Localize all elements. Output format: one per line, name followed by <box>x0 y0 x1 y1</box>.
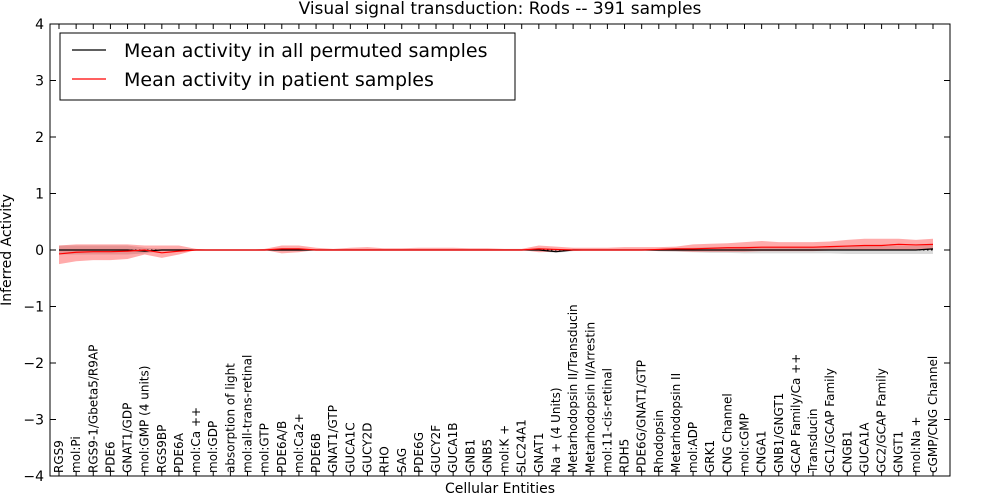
x-category-label: GUCA1A <box>857 422 871 473</box>
y-tick-label: 0 <box>35 243 44 259</box>
x-category-label: PDE6A/B <box>275 421 289 473</box>
y-tick-label: −1 <box>23 300 44 316</box>
x-category-label: GUCA1B <box>446 422 460 473</box>
x-category-label: mol:K + <box>498 425 512 473</box>
x-category-label: mol:GMP (4 units) <box>138 366 152 473</box>
x-category-label: GRK1 <box>703 440 717 473</box>
x-category-label: CNGB1 <box>840 430 854 473</box>
x-category-label: GNB1 <box>463 439 477 473</box>
patient-series-line <box>58 243 934 255</box>
legend: Mean activity in all permuted samples Me… <box>59 32 516 101</box>
y-tick-label: 3 <box>35 74 44 90</box>
x-category-label: Transducin <box>806 409 820 474</box>
x-category-label: GC1/GCAP Family <box>823 368 837 473</box>
x-category-label: PDE6 <box>103 441 117 473</box>
x-category-label: Na + (4 Units) <box>549 387 563 473</box>
x-category-label: GUCY2F <box>429 425 443 473</box>
y-axis-title: Inferred Activity <box>0 194 15 306</box>
x-category-label: GC2/GCAP Family <box>875 368 889 473</box>
y-tick-label: 2 <box>35 130 44 146</box>
x-category-label: Metarhodopsin II/Arrestin <box>583 322 597 473</box>
x-category-label: PDE6A <box>172 432 186 473</box>
x-category-label: Metarhodopsin II/Transducin <box>566 304 580 473</box>
chart-title: Visual signal transduction: Rods -- 391 … <box>299 0 702 19</box>
y-tick-label: 1 <box>35 187 44 203</box>
x-category-label: mol:GDP <box>206 421 220 473</box>
x-category-label: GCAP Family/Ca ++ <box>789 354 803 473</box>
x-category-label: GUCY2D <box>360 423 374 473</box>
x-category-label: mol:GTP <box>258 423 272 473</box>
x-category-label: mol:all-trans-retinal <box>241 355 255 473</box>
x-axis-title: Cellular Entities <box>445 481 555 497</box>
x-category-label: CNGA1 <box>755 431 769 474</box>
x-category-label: mol:cGMP <box>737 413 751 473</box>
x-category-label: RHO <box>378 446 392 473</box>
x-category-label: GNGT1 <box>892 431 906 473</box>
patient-band <box>59 238 933 265</box>
x-category-label: RGS9BP <box>155 425 169 473</box>
x-category-label: RDH5 <box>618 439 632 473</box>
x-category-label: SAG <box>395 448 409 473</box>
permuted-band <box>59 244 933 255</box>
x-category-label: mol:Pi <box>69 436 83 473</box>
x-category-label: mol:Na + <box>909 416 923 473</box>
y-tick-label: −3 <box>23 413 44 429</box>
x-category-label: GNB5 <box>480 439 494 473</box>
x-category-label: GNB1/GNGT1 <box>772 393 786 473</box>
x-category-label: PDE6G/GNAT1/GTP <box>635 360 649 473</box>
x-category-label: Rhodopsin <box>652 410 666 473</box>
x-category-label: CNG Channel <box>720 393 734 473</box>
x-category-label: GNAT1 <box>532 432 546 473</box>
x-category-label: mol:Ca ++ <box>189 407 203 473</box>
x-category-label: SLC24A1 <box>515 419 529 473</box>
x-category-label: mol:11-cis-retinal <box>600 368 614 473</box>
legend-label-patient: Mean activity in patient samples <box>124 69 434 91</box>
legend-box <box>59 32 516 101</box>
y-tick-label: −4 <box>23 469 44 485</box>
x-category-label: GUCA1C <box>343 422 357 473</box>
legend-label-permuted: Mean activity in all permuted samples <box>124 40 487 62</box>
x-category-label: mol:ADP <box>686 422 700 473</box>
x-category-label: absorption of light <box>223 363 237 473</box>
x-category-label: Metarhodopsin II <box>669 373 683 473</box>
x-category-label: GNAT1/GTP <box>326 405 340 473</box>
x-category-label: RGS9-1/Gbeta5/R9AP <box>86 345 100 473</box>
x-category-label: PDE6B <box>309 433 323 473</box>
x-category-label: mol:Ca2+ <box>292 413 306 473</box>
y-tick-label: 4 <box>35 17 44 33</box>
x-category-label: RGS9 <box>52 440 66 473</box>
y-tick-label: −2 <box>23 356 44 372</box>
x-category-label: cGMP/CNG Channel <box>926 356 940 473</box>
x-category-label: GNAT1/GDP <box>121 403 135 473</box>
x-category-label: PDE6G <box>412 432 426 473</box>
